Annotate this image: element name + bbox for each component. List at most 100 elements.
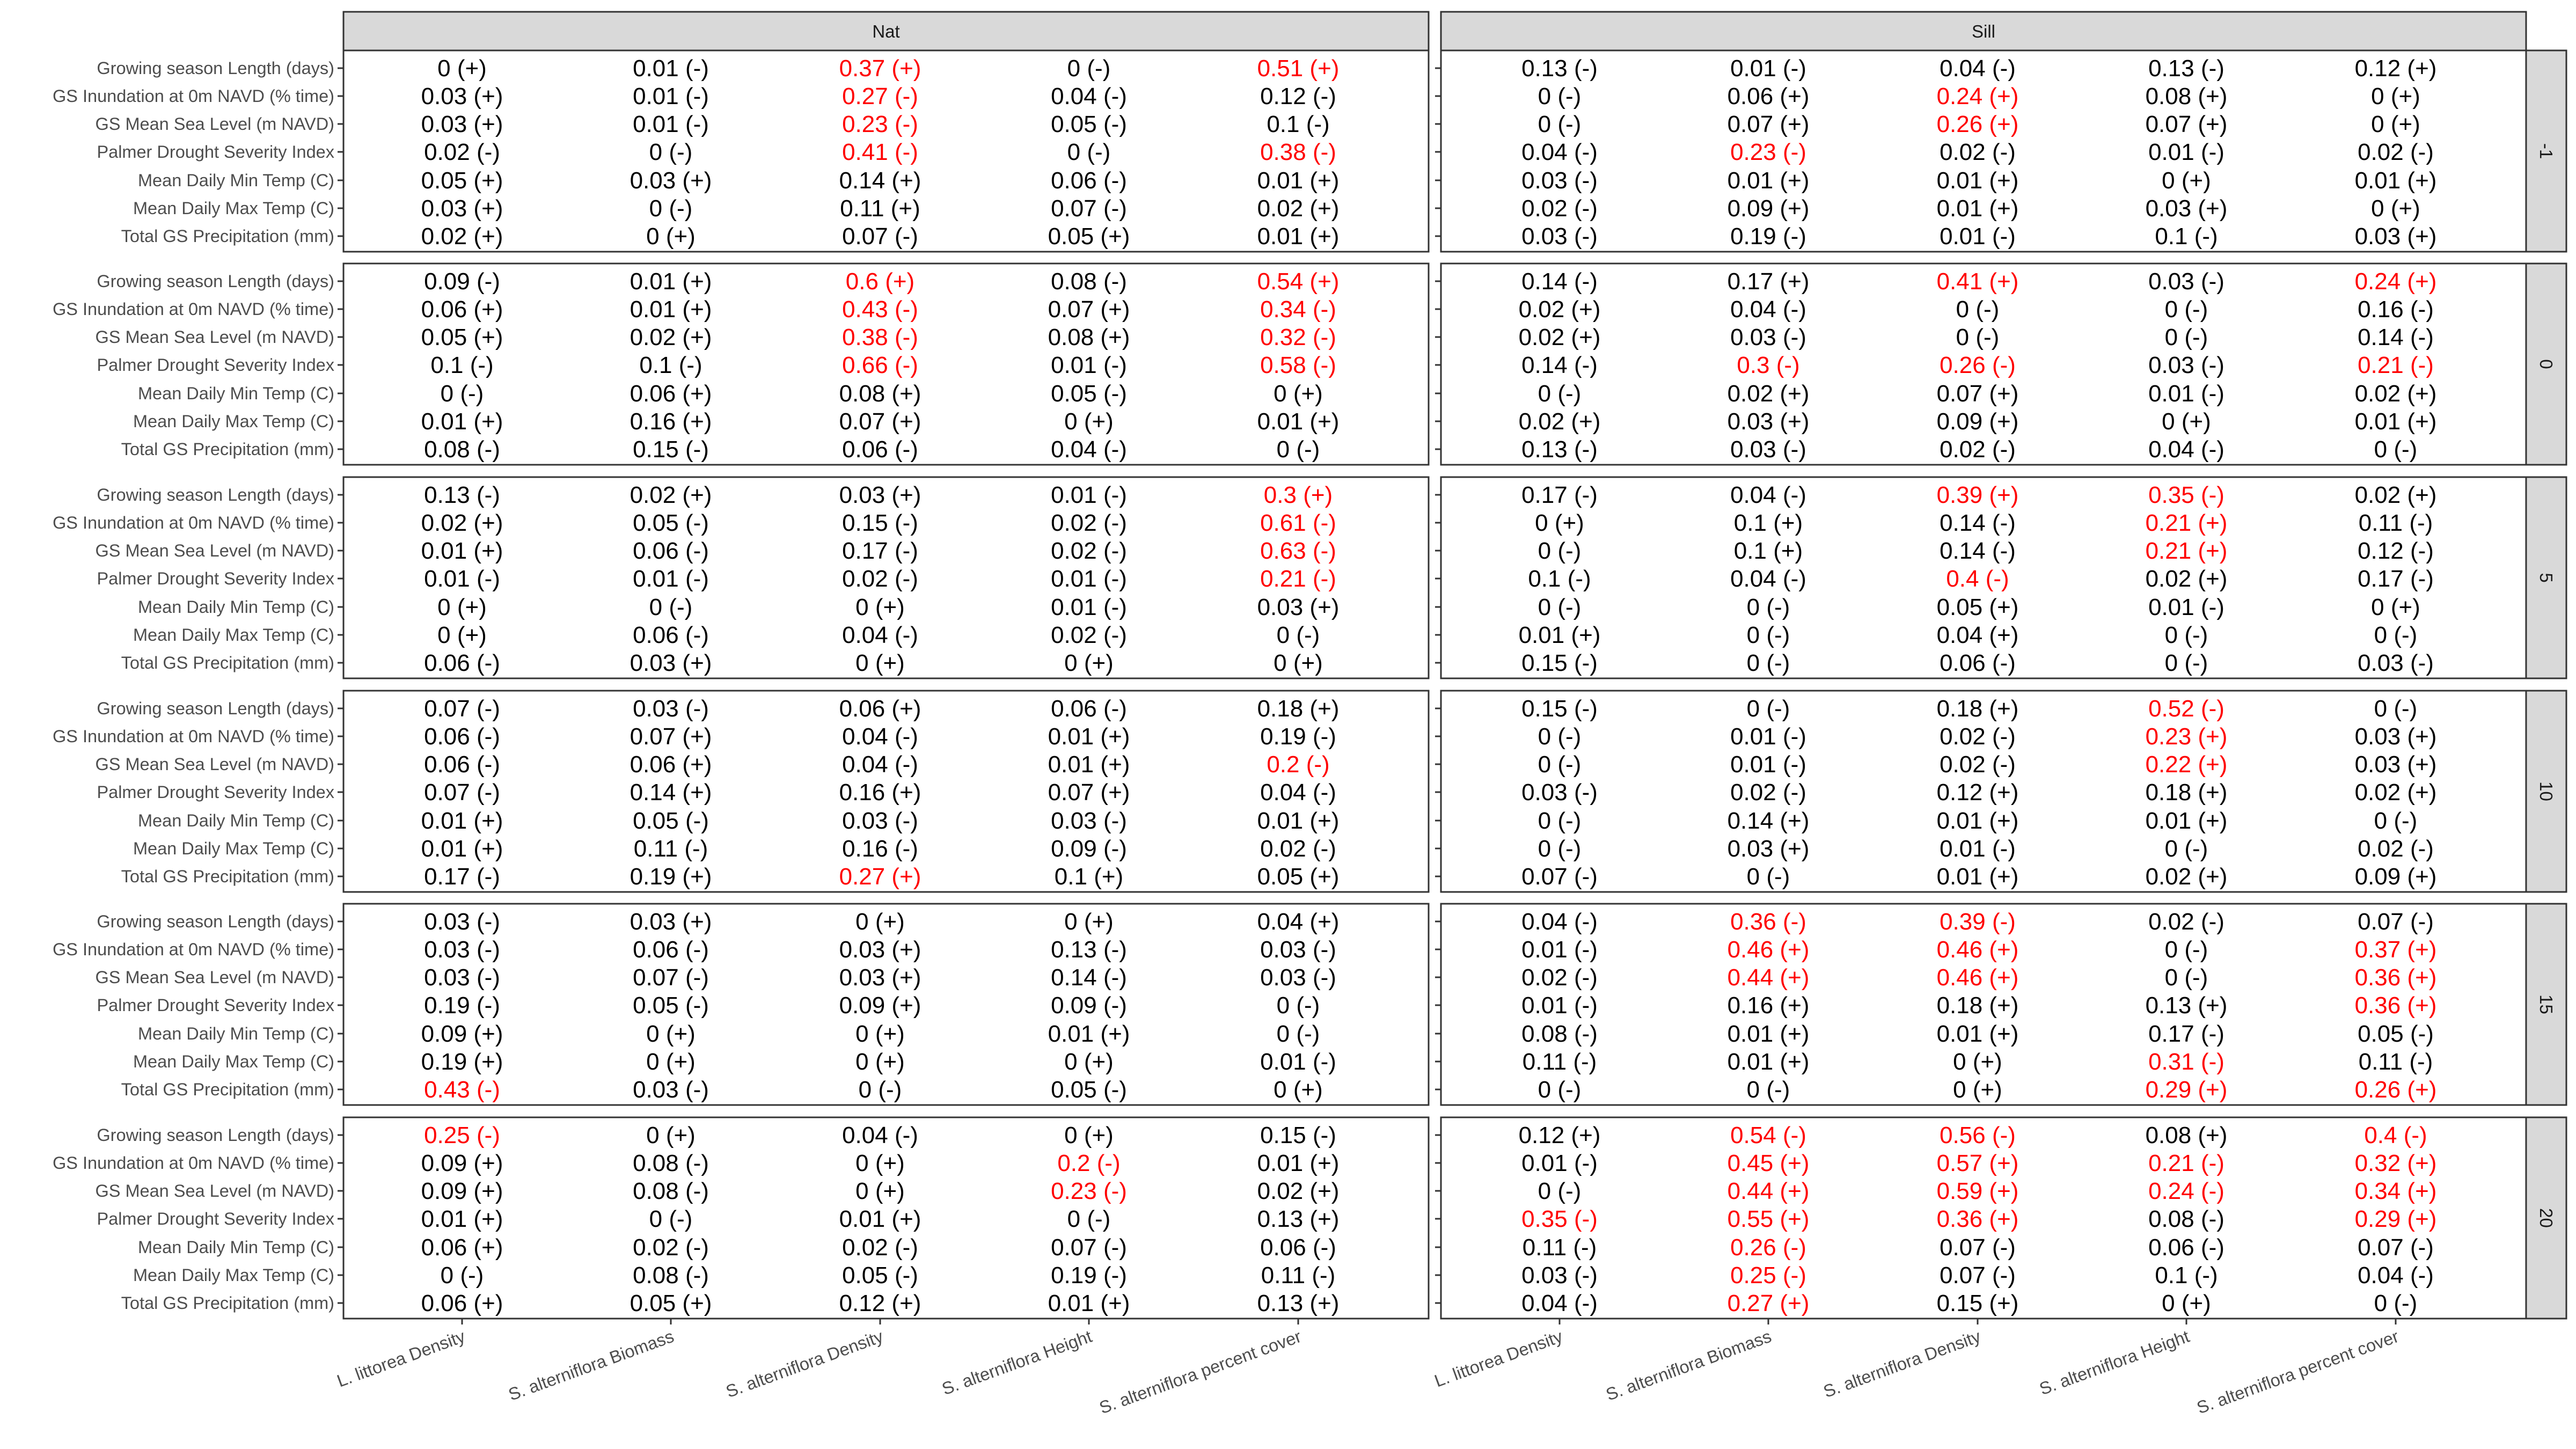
y-tick-label: Growing season Length (days) [97, 699, 334, 718]
cell-value: 0 (-) [1538, 808, 1582, 834]
cell-value: 0.03 (-) [424, 964, 500, 991]
cell-value: 0.13 (-) [2148, 55, 2224, 82]
cell-value: 0 (+) [2162, 408, 2211, 435]
cell-value: 0 (+) [1064, 650, 1114, 676]
cell-value: 0.1 (+) [1734, 538, 1803, 564]
cell-value: 0.07 (+) [1728, 111, 1810, 137]
y-tick-label: Mean Daily Max Temp (C) [133, 412, 334, 431]
cell-value: 0.01 (-) [633, 566, 709, 592]
cell-value: 0 (+) [1064, 408, 1114, 435]
cell-value: 0.1 (-) [2155, 223, 2218, 250]
cell-value: 0.03 (-) [424, 936, 500, 963]
cell-value: 0.44 (+) [1728, 964, 1810, 991]
cell-value: 0.04 (-) [1051, 83, 1127, 109]
cell-value: 0.06 (-) [424, 650, 500, 676]
cell-value: 0 (-) [649, 195, 693, 222]
cell-value: 0.18 (+) [1937, 992, 2019, 1019]
panel [342, 476, 1430, 679]
cell-value: 0.01 (-) [1521, 992, 1598, 1019]
cell-value: 0.13 (+) [1257, 1290, 1340, 1316]
cell-value: 0.15 (-) [1521, 650, 1598, 676]
cell-value: 0.23 (+) [2146, 723, 2228, 750]
cell-value: 0.03 (-) [2148, 268, 2224, 295]
panel [1440, 1116, 2527, 1320]
panel [1440, 476, 2527, 679]
x-tick-label: S. alterniflora Biomass [1604, 1327, 1774, 1404]
cell-value: 0.01 (+) [421, 808, 503, 834]
y-tick-label: Total GS Precipitation (mm) [121, 653, 334, 672]
cell-value: 0 (-) [1538, 538, 1582, 564]
cell-value: 0 (-) [1538, 83, 1582, 109]
cell-value: 0.03 (-) [633, 1077, 709, 1103]
cell-value: 0.01 (+) [1048, 751, 1130, 778]
cell-value: 0.11 (+) [840, 195, 920, 222]
cell-value: 0 (-) [1538, 594, 1582, 620]
x-tick-label: S. alterniflora percent cover [2194, 1327, 2402, 1418]
cell-value: 0.07 (-) [1051, 1234, 1127, 1261]
cell-value: 0 (-) [441, 380, 484, 407]
cell-value: 0.01 (+) [630, 296, 712, 323]
cell-value: 0.01 (-) [1051, 482, 1127, 508]
cell-value: 0 (-) [1747, 1077, 1790, 1103]
cell-value: 0.01 (-) [1051, 566, 1127, 592]
cell-value: 0 (+) [1953, 1049, 2002, 1075]
cell-value: 0.01 (-) [1521, 1150, 1598, 1176]
cell-value: 0.52 (-) [2148, 696, 2224, 722]
cell-value: 0.07 (-) [1940, 1234, 2016, 1261]
cell-value: 0.06 (+) [630, 751, 712, 778]
cell-value: 0.02 (+) [1257, 1178, 1340, 1204]
cell-value: 0.04 (-) [2358, 1262, 2434, 1289]
cell-value: 0.03 (-) [424, 909, 500, 935]
cell-value: 0.01 (-) [1051, 352, 1127, 378]
cell-value: 0.25 (-) [424, 1122, 500, 1148]
cell-value: 0 (+) [855, 909, 905, 935]
cell-value: 0.03 (+) [1728, 408, 1810, 435]
cell-value: 0.06 (+) [421, 1234, 503, 1261]
cell-value: 0 (-) [2374, 808, 2418, 834]
cell-value: 0.16 (-) [2358, 296, 2434, 323]
cell-value: 0.07 (-) [2358, 1234, 2434, 1261]
cell-value: 0.05 (-) [1051, 1077, 1127, 1103]
cell-value: 0.01 (-) [1730, 723, 1806, 750]
cell-value: 0.11 (-) [2359, 510, 2433, 536]
cell-value: 0.01 (+) [1048, 1021, 1130, 1047]
cell-value: 0.01 (+) [1519, 622, 1601, 648]
cell-value: 0.02 (-) [842, 1234, 918, 1261]
cell-value: 0 (-) [2374, 622, 2418, 648]
cell-value: 0.09 (+) [839, 992, 921, 1019]
cell-value: 0.07 (+) [1048, 296, 1130, 323]
cell-value: 0.21 (-) [1260, 566, 1336, 592]
cell-value: 0.07 (-) [1940, 1262, 2016, 1289]
cell-value: 0.06 (+) [630, 380, 712, 407]
y-tick-label: Palmer Drought Severity Index [97, 996, 334, 1015]
cell-value: 0.03 (-) [633, 696, 709, 722]
cell-value: 0.13 (-) [1051, 936, 1127, 963]
y-tick-label: Mean Daily Max Temp (C) [133, 199, 334, 218]
cell-value: 0.01 (-) [424, 566, 500, 592]
cell-value: 0.12 (-) [2358, 538, 2434, 564]
x-tick-label: S. alterniflora Density [1821, 1326, 1984, 1401]
panel [342, 262, 1430, 466]
cell-value: 0.18 (+) [1937, 696, 2019, 722]
y-tick-label: Palmer Drought Severity Index [97, 782, 334, 802]
cell-value: 0.03 (-) [1730, 436, 1806, 463]
cell-value: 0.03 (+) [2355, 223, 2437, 250]
panel [1440, 262, 2527, 466]
cell-value: 0.17 (+) [1728, 268, 1810, 295]
cell-value: 0.36 (+) [1937, 1206, 2019, 1232]
cell-value: 0.04 (-) [1521, 909, 1598, 935]
cell-value: 0.04 (-) [1730, 566, 1806, 592]
cell-value: 0.01 (+) [421, 1206, 503, 1232]
cell-value: 0 (-) [1538, 751, 1582, 778]
panel [342, 903, 1430, 1106]
cell-value: 0.06 (-) [1260, 1234, 1336, 1261]
cell-value: 0.06 (-) [424, 723, 500, 750]
cell-value: 0.17 (-) [842, 538, 918, 564]
cell-value: 0.15 (-) [633, 436, 709, 463]
cell-value: 0.51 (+) [1257, 55, 1340, 82]
cell-value: 0.25 (-) [1730, 1262, 1806, 1289]
cell-value: 0.02 (+) [2355, 380, 2437, 407]
cell-value: 0.61 (-) [1260, 510, 1336, 536]
cell-value: 0.39 (-) [1940, 909, 2016, 935]
cell-value: 0 (-) [441, 1262, 484, 1289]
